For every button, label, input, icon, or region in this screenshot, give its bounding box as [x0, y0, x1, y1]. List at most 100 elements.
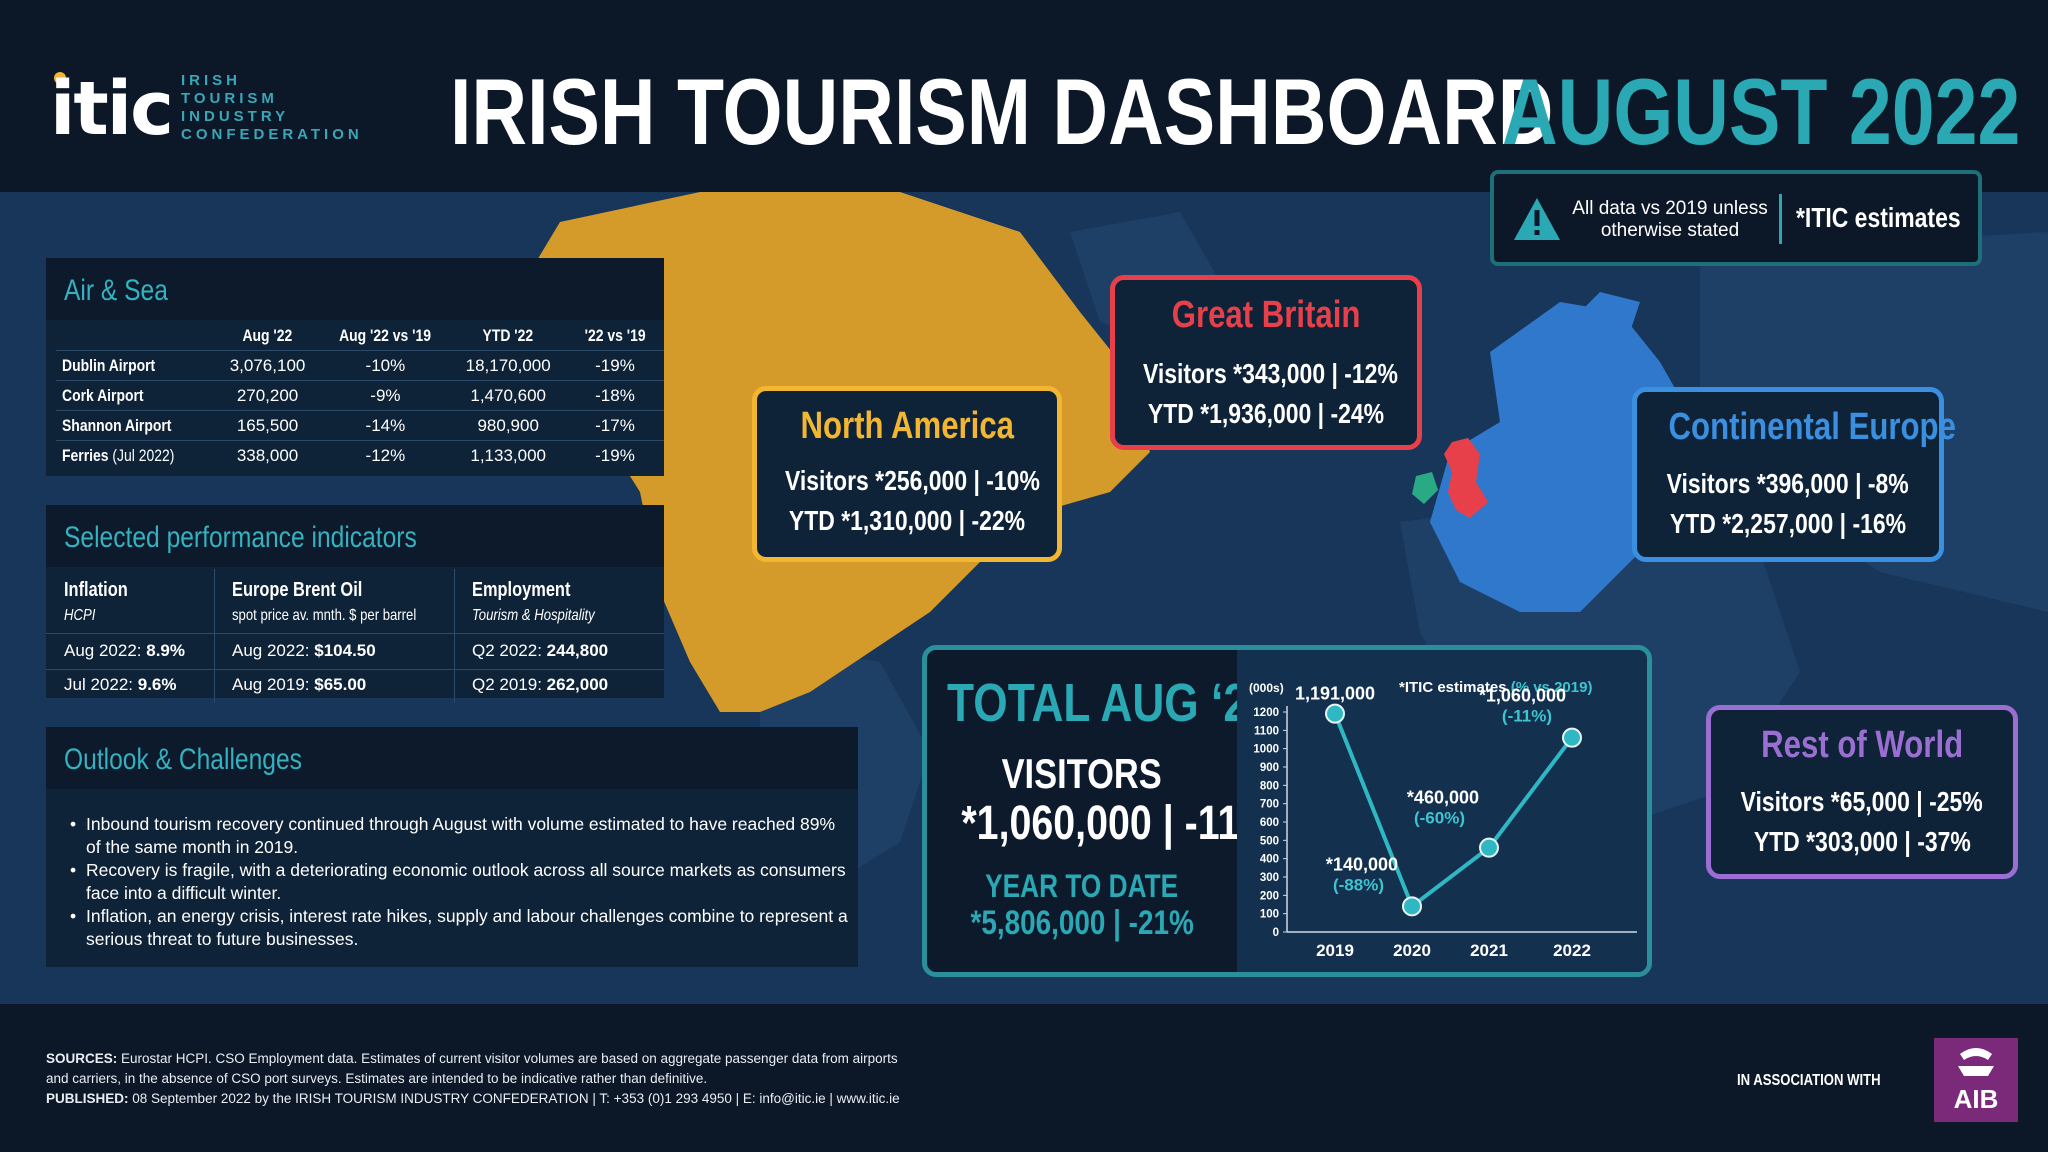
indicator-sub: spot price av. mnth. $ per barrel — [232, 607, 417, 624]
indicator-name: Europe Brent Oil — [232, 579, 363, 601]
total-ytd-value: *5,806,000 | -21% — [970, 904, 1194, 942]
pct-label: (-60%) — [1414, 809, 1465, 828]
indicator-employment: Employment Tourism & Hospitality Q2 2022… — [454, 569, 664, 703]
panel-header — [46, 258, 664, 320]
table-row: Cork Airport 270,200 -9% 1,470,600 -18% — [56, 380, 664, 411]
region-name: Continental Europe — [1668, 406, 1956, 448]
logo-line: TOURISM — [181, 90, 278, 107]
indicators-panel: Selected performance indicators Inflatio… — [46, 505, 664, 703]
legend-pct: (% vs 2019) — [1511, 679, 1593, 696]
region-visitors: Visitors *343,000 | -12% — [1142, 358, 1398, 389]
cell: -9% — [320, 380, 451, 411]
indicator-value: Aug 2022: $104.50 — [232, 641, 376, 660]
disclaimer-box: All data vs 2019 unless otherwise stated… — [1490, 170, 1982, 266]
row-name: Cork Airport — [56, 380, 215, 411]
cell: -19% — [565, 440, 664, 470]
y-tick-label: 600 — [1260, 817, 1279, 829]
region-visitors: Visitors *65,000 | -25% — [1740, 786, 1984, 817]
y-tick-label: 700 — [1260, 799, 1279, 811]
data-point — [1562, 727, 1582, 748]
row-line — [454, 669, 664, 670]
cell: -18% — [565, 380, 664, 411]
y-tick-label: 0 — [1273, 927, 1279, 939]
column-header: '22 vs '19 — [584, 326, 646, 345]
y-tick-label: 800 — [1260, 780, 1279, 792]
region-continental-europe: Continental Europe Visitors *396,000 | -… — [1632, 387, 1956, 562]
land-great-britain — [1444, 438, 1488, 518]
air-sea-table: Aug '22 Aug '22 vs '19 YTD '22 '22 vs '1… — [56, 322, 664, 470]
legend-estimates: *ITIC estimates — [1399, 679, 1511, 696]
aib-logo-text: AIB — [1953, 1084, 1999, 1114]
logo-subtitle: IRISH TOURISM INDUSTRY CONFEDERATION — [181, 72, 363, 144]
row-line — [214, 669, 454, 670]
row-line — [214, 633, 454, 634]
cell: 3,076,100 — [214, 350, 321, 381]
logo-line: INDUSTRY — [181, 108, 290, 125]
logo-line: CONFEDERATION — [181, 126, 363, 143]
total-panel: TOTAL AUG ‘22 VISITORS *1,060,000 | -11%… — [922, 645, 1652, 977]
page-title: IRISH TOURISM DASHBOARD — [450, 59, 1554, 164]
total-visitors-label: VISITORS — [1001, 750, 1163, 797]
indicator-value: Q2 2022: 244,800 — [472, 641, 609, 660]
total-visitors-value: *1,060,000 | -11% — [961, 797, 1275, 850]
outlook-bullets: Inbound tourism recovery continued throu… — [68, 813, 848, 951]
column-header: Aug '22 — [242, 326, 293, 345]
cell: -14% — [320, 410, 451, 441]
air-sea-panel: Air & Sea Aug '22 Aug '22 vs '19 YTD '22… — [46, 258, 664, 476]
x-tick-label: 2021 — [1470, 941, 1508, 960]
region-name: North America — [800, 405, 1014, 447]
table-row: Ferries (Jul 2022) 338,000 -12% 1,133,00… — [56, 440, 664, 470]
footer-bar — [0, 1004, 2048, 1152]
divider — [1779, 194, 1782, 244]
table-row: Dublin Airport 3,076,100 -10% 18,170,000… — [56, 350, 664, 381]
y-tick-label: 1200 — [1253, 707, 1279, 719]
column-header: Aug '22 vs '19 — [339, 326, 432, 345]
visitors-line-chart: (000s) *ITIC estimates (% vs 2019) 0 100 200… — [1249, 679, 1637, 960]
panel-title: Air & Sea — [64, 274, 168, 307]
column-header — [56, 322, 215, 351]
y-tick-label: 1000 — [1253, 744, 1279, 756]
row-name: Dublin Airport — [56, 350, 215, 381]
published-line: PUBLISHED: 08 September 2022 by the IRIS… — [46, 1091, 900, 1106]
table-header-row: Aug '22 Aug '22 vs '19 YTD '22 '22 vs '1… — [56, 322, 664, 351]
y-tick-label: 200 — [1260, 890, 1279, 902]
region-ytd: YTD *2,257,000 | -16% — [1669, 508, 1907, 539]
panel-header — [46, 727, 858, 789]
indicator-value: Aug 2019: $65.00 — [232, 675, 367, 694]
column-header: YTD '22 — [482, 326, 534, 345]
indicator-inflation: Inflation HCPI Aug 2022: 8.9% Jul 2022: … — [46, 569, 214, 703]
sources-text: SOURCES: Eurostar HCPI. CSO Employment d… — [46, 1049, 900, 1109]
indicator-name: Inflation — [64, 579, 128, 601]
region-great-britain: Great Britain Visitors *343,000 | -12% Y… — [1110, 275, 1422, 450]
panel-title: Selected performance indicators — [64, 521, 417, 554]
pct-label: (-88%) — [1333, 875, 1384, 894]
data-label: *140,000 — [1326, 854, 1398, 874]
cell: 270,200 — [214, 380, 321, 411]
sources-line: and carriers, in the absence of CSO port… — [46, 1071, 708, 1086]
data-point — [1402, 896, 1422, 917]
y-tick-label: 900 — [1260, 762, 1279, 774]
cell: 1,133,000 — [450, 440, 566, 470]
region-name: Great Britain — [1171, 294, 1361, 336]
header-bar: itic IRISH TOURISM INDUSTRY CONFEDERATIO… — [0, 0, 2048, 192]
panel-title: Outlook & Challenges — [64, 743, 302, 776]
region-ytd: YTD *1,310,000 | -22% — [788, 505, 1026, 536]
row-line — [46, 633, 214, 634]
total-ytd-label: YEAR TO DATE — [985, 868, 1179, 904]
y-tick-label: 100 — [1260, 909, 1279, 921]
list-item: Recovery is fragile, with a deterioratin… — [68, 859, 848, 905]
cell: 165,500 — [214, 410, 321, 441]
indicator-value: Jul 2022: 9.6% — [64, 675, 177, 694]
divider — [454, 569, 455, 703]
indicator-value: Q2 2019: 262,000 — [472, 675, 609, 694]
cell: 18,170,000 — [450, 350, 566, 381]
cell: -17% — [565, 410, 664, 441]
land-scandinavia — [1560, 292, 1640, 362]
region-visitors: Visitors *396,000 | -8% — [1666, 468, 1910, 499]
cell: 338,000 — [214, 440, 321, 470]
region-name: Rest of World — [1761, 724, 1963, 766]
total-title: TOTAL AUG ‘22 — [947, 673, 1273, 733]
data-label: *460,000 — [1407, 788, 1479, 808]
logo-line: IRISH — [181, 72, 242, 89]
page-date: AUGUST 2022 — [1502, 59, 2021, 164]
